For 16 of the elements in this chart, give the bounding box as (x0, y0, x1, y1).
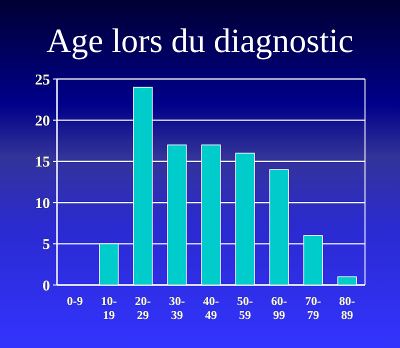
y-tick-label: 25 (35, 72, 50, 88)
x-tick-label: 10-19 (100, 294, 117, 322)
x-tick-label: 40-49 (203, 294, 219, 322)
y-tick-label: 20 (35, 113, 50, 130)
x-tick-label: 50-59 (237, 294, 254, 322)
y-tick-label: 0 (42, 278, 50, 294)
y-tick-label: 5 (42, 237, 50, 254)
x-tick-label: 80-89 (339, 294, 356, 322)
y-tick-label: 15 (35, 154, 50, 171)
x-tick-label: 0-9 (66, 294, 83, 308)
x-tick-label: 70-79 (305, 294, 322, 322)
y-tick-label: 10 (35, 196, 50, 212)
x-tick-label: 60-99 (271, 294, 288, 322)
x-tick-label: 20-29 (134, 294, 151, 322)
chart-title: Age lors du diagnostic (46, 23, 354, 60)
x-tick-label: 30-39 (168, 294, 185, 322)
